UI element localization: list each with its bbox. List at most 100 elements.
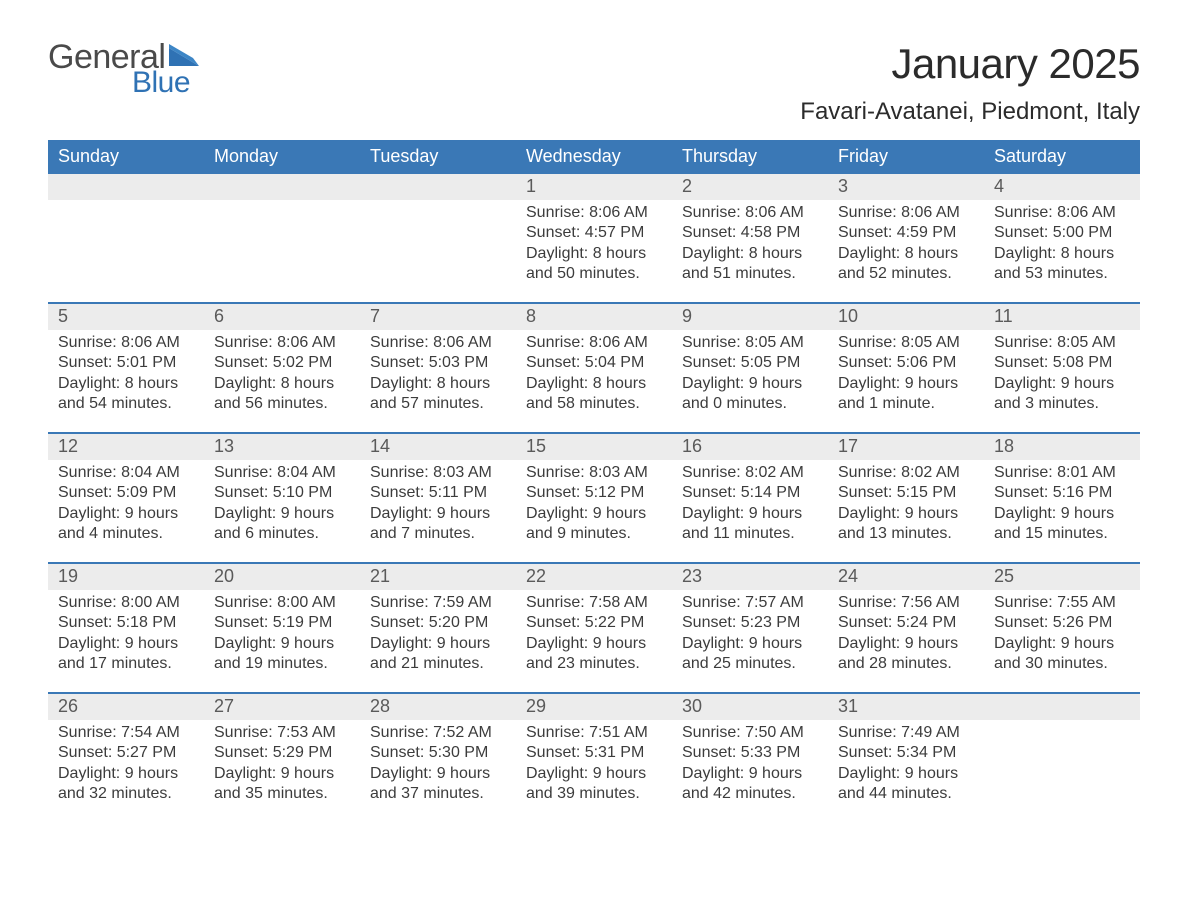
calendar-day: 29Sunrise: 7:51 AMSunset: 5:31 PMDayligh…	[516, 694, 672, 822]
calendar-day: 3Sunrise: 8:06 AMSunset: 4:59 PMDaylight…	[828, 174, 984, 302]
calendar-day	[360, 174, 516, 302]
calendar-day: 12Sunrise: 8:04 AMSunset: 5:09 PMDayligh…	[48, 434, 204, 562]
daylight-text-1: Daylight: 9 hours	[838, 374, 974, 394]
daylight-text-2: and 44 minutes.	[838, 784, 974, 804]
sunrise-text: Sunrise: 8:06 AM	[838, 203, 974, 223]
sunset-text: Sunset: 5:27 PM	[58, 743, 194, 763]
day-body: Sunrise: 8:06 AMSunset: 5:04 PMDaylight:…	[516, 330, 672, 415]
calendar-day: 23Sunrise: 7:57 AMSunset: 5:23 PMDayligh…	[672, 564, 828, 692]
day-number: 25	[984, 564, 1140, 590]
sunrise-text: Sunrise: 8:06 AM	[214, 333, 350, 353]
sunset-text: Sunset: 5:19 PM	[214, 613, 350, 633]
day-body: Sunrise: 8:02 AMSunset: 5:15 PMDaylight:…	[828, 460, 984, 545]
day-body: Sunrise: 8:04 AMSunset: 5:09 PMDaylight:…	[48, 460, 204, 545]
sunrise-text: Sunrise: 7:50 AM	[682, 723, 818, 743]
day-number: 6	[204, 304, 360, 330]
sunset-text: Sunset: 5:12 PM	[526, 483, 662, 503]
day-body: Sunrise: 7:49 AMSunset: 5:34 PMDaylight:…	[828, 720, 984, 805]
sunrise-text: Sunrise: 8:03 AM	[370, 463, 506, 483]
daylight-text-2: and 23 minutes.	[526, 654, 662, 674]
day-number: 1	[516, 174, 672, 200]
calendar-day: 26Sunrise: 7:54 AMSunset: 5:27 PMDayligh…	[48, 694, 204, 822]
day-body: Sunrise: 8:01 AMSunset: 5:16 PMDaylight:…	[984, 460, 1140, 545]
sunrise-text: Sunrise: 8:02 AM	[838, 463, 974, 483]
day-body: Sunrise: 8:06 AMSunset: 5:01 PMDaylight:…	[48, 330, 204, 415]
sunset-text: Sunset: 5:23 PM	[682, 613, 818, 633]
day-number: 11	[984, 304, 1140, 330]
daylight-text-1: Daylight: 9 hours	[682, 764, 818, 784]
location-text: Favari-Avatanei, Piedmont, Italy	[800, 98, 1140, 126]
daylight-text-1: Daylight: 9 hours	[526, 764, 662, 784]
day-body: Sunrise: 8:06 AMSunset: 4:57 PMDaylight:…	[516, 200, 672, 285]
day-body: Sunrise: 8:00 AMSunset: 5:18 PMDaylight:…	[48, 590, 204, 675]
daylight-text-1: Daylight: 8 hours	[682, 244, 818, 264]
day-number: 17	[828, 434, 984, 460]
daylight-text-2: and 32 minutes.	[58, 784, 194, 804]
daylight-text-2: and 53 minutes.	[994, 264, 1130, 284]
day-body: Sunrise: 7:56 AMSunset: 5:24 PMDaylight:…	[828, 590, 984, 675]
sunset-text: Sunset: 4:58 PM	[682, 223, 818, 243]
calendar-day: 10Sunrise: 8:05 AMSunset: 5:06 PMDayligh…	[828, 304, 984, 432]
day-number	[984, 694, 1140, 720]
daylight-text-1: Daylight: 9 hours	[214, 634, 350, 654]
sunset-text: Sunset: 5:18 PM	[58, 613, 194, 633]
day-number: 26	[48, 694, 204, 720]
daylight-text-2: and 15 minutes.	[994, 524, 1130, 544]
sunset-text: Sunset: 4:57 PM	[526, 223, 662, 243]
calendar-day: 31Sunrise: 7:49 AMSunset: 5:34 PMDayligh…	[828, 694, 984, 822]
day-body: Sunrise: 8:00 AMSunset: 5:19 PMDaylight:…	[204, 590, 360, 675]
daylight-text-1: Daylight: 9 hours	[994, 374, 1130, 394]
header: General Blue January 2025 Favari-Avatane…	[48, 40, 1140, 126]
sunrise-text: Sunrise: 8:04 AM	[214, 463, 350, 483]
daylight-text-2: and 58 minutes.	[526, 394, 662, 414]
calendar-day: 25Sunrise: 7:55 AMSunset: 5:26 PMDayligh…	[984, 564, 1140, 692]
day-body: Sunrise: 8:02 AMSunset: 5:14 PMDaylight:…	[672, 460, 828, 545]
dow-saturday: Saturday	[984, 140, 1140, 174]
calendar-day: 21Sunrise: 7:59 AMSunset: 5:20 PMDayligh…	[360, 564, 516, 692]
daylight-text-2: and 11 minutes.	[682, 524, 818, 544]
sunset-text: Sunset: 5:10 PM	[214, 483, 350, 503]
daylight-text-2: and 35 minutes.	[214, 784, 350, 804]
day-number: 4	[984, 174, 1140, 200]
sunrise-text: Sunrise: 8:06 AM	[994, 203, 1130, 223]
day-body: Sunrise: 8:05 AMSunset: 5:06 PMDaylight:…	[828, 330, 984, 415]
calendar-day: 11Sunrise: 8:05 AMSunset: 5:08 PMDayligh…	[984, 304, 1140, 432]
sunrise-text: Sunrise: 7:56 AM	[838, 593, 974, 613]
sunrise-text: Sunrise: 7:59 AM	[370, 593, 506, 613]
calendar-day: 4Sunrise: 8:06 AMSunset: 5:00 PMDaylight…	[984, 174, 1140, 302]
sunrise-text: Sunrise: 8:06 AM	[526, 203, 662, 223]
daylight-text-1: Daylight: 9 hours	[214, 504, 350, 524]
sunset-text: Sunset: 5:00 PM	[994, 223, 1130, 243]
day-number: 15	[516, 434, 672, 460]
sunrise-text: Sunrise: 8:00 AM	[214, 593, 350, 613]
daylight-text-2: and 30 minutes.	[994, 654, 1130, 674]
dow-monday: Monday	[204, 140, 360, 174]
day-number: 24	[828, 564, 984, 590]
daylight-text-2: and 56 minutes.	[214, 394, 350, 414]
sunrise-text: Sunrise: 7:54 AM	[58, 723, 194, 743]
day-body: Sunrise: 7:58 AMSunset: 5:22 PMDaylight:…	[516, 590, 672, 675]
daylight-text-2: and 54 minutes.	[58, 394, 194, 414]
day-number: 22	[516, 564, 672, 590]
sunrise-text: Sunrise: 7:55 AM	[994, 593, 1130, 613]
daylight-text-1: Daylight: 8 hours	[58, 374, 194, 394]
sunset-text: Sunset: 5:15 PM	[838, 483, 974, 503]
day-number: 5	[48, 304, 204, 330]
daylight-text-2: and 25 minutes.	[682, 654, 818, 674]
day-body: Sunrise: 8:06 AMSunset: 5:00 PMDaylight:…	[984, 200, 1140, 285]
daylight-text-1: Daylight: 9 hours	[526, 634, 662, 654]
day-body: Sunrise: 8:05 AMSunset: 5:08 PMDaylight:…	[984, 330, 1140, 415]
daylight-text-2: and 9 minutes.	[526, 524, 662, 544]
sunrise-text: Sunrise: 7:53 AM	[214, 723, 350, 743]
day-body: Sunrise: 7:59 AMSunset: 5:20 PMDaylight:…	[360, 590, 516, 675]
sunrise-text: Sunrise: 7:52 AM	[370, 723, 506, 743]
day-body: Sunrise: 7:50 AMSunset: 5:33 PMDaylight:…	[672, 720, 828, 805]
daylight-text-2: and 37 minutes.	[370, 784, 506, 804]
day-body: Sunrise: 7:55 AMSunset: 5:26 PMDaylight:…	[984, 590, 1140, 675]
sunset-text: Sunset: 5:16 PM	[994, 483, 1130, 503]
calendar-day: 19Sunrise: 8:00 AMSunset: 5:18 PMDayligh…	[48, 564, 204, 692]
calendar-day: 22Sunrise: 7:58 AMSunset: 5:22 PMDayligh…	[516, 564, 672, 692]
calendar-week: 19Sunrise: 8:00 AMSunset: 5:18 PMDayligh…	[48, 562, 1140, 692]
day-number: 30	[672, 694, 828, 720]
day-number: 9	[672, 304, 828, 330]
